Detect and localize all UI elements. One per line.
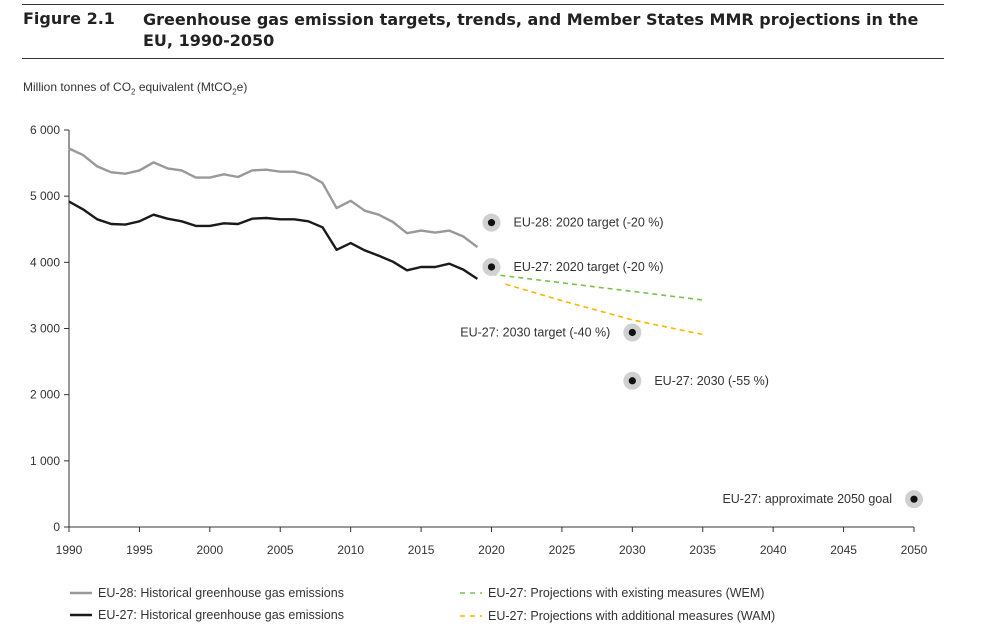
chart-targets: EU-28: 2020 target (-20 %) EU-27: 2020 ta…: [460, 213, 923, 509]
legend-label-eu28: EU-28: Historical greenhouse gas emissio…: [98, 586, 344, 600]
x-tick-label: 2050: [901, 543, 928, 557]
target-marker-dot: [487, 263, 496, 271]
y-axis-unit-label: Million tonnes of CO2 equivalent (MtCO2e…: [23, 80, 248, 97]
target-label: EU-27: approximate 2050 goal: [722, 492, 892, 506]
chart-series: [68, 147, 703, 336]
x-tick-label: 1990: [56, 543, 83, 557]
x-tick-label: 2020: [478, 543, 505, 557]
title-rule: [22, 58, 944, 59]
y-tick-label: 4 000: [30, 255, 60, 269]
x-tick-label: 2030: [619, 543, 646, 557]
legend-label-wem: EU-27: Projections with existing measure…: [488, 586, 764, 600]
y-tick-label: 2 000: [30, 388, 60, 402]
figure-title: Greenhouse gas emission targets, trends,…: [143, 10, 919, 50]
x-tick-label: 1995: [126, 543, 153, 557]
x-tick-label: 2010: [337, 543, 364, 557]
x-tick-label: 2005: [267, 543, 294, 557]
x-tick-label: 2025: [549, 543, 576, 557]
legend-label-wam: EU-27: Projections with additional measu…: [488, 609, 775, 623]
figure-label: Figure 2.1: [23, 9, 115, 28]
target-label: EU-27: 2030 target (-40 %): [460, 325, 610, 339]
chart-legend: EU-28: Historical greenhouse gas emissio…: [70, 586, 775, 623]
target-label: EU-28: 2020 target (-20 %): [514, 216, 664, 230]
y-tick-label: 1 000: [30, 454, 60, 468]
x-tick-label: 2015: [408, 543, 435, 557]
series-line-eu28: [68, 147, 479, 249]
target-label: EU-27: 2020 target (-20 %): [514, 260, 664, 274]
target-marker-dot: [628, 328, 636, 337]
y-tick-label: 6 000: [30, 123, 60, 137]
target-marker-dot: [628, 377, 636, 385]
x-tick-label: 2035: [689, 543, 716, 557]
y-tick-label: 3 000: [30, 322, 60, 336]
series-line-wem: [491, 273, 703, 301]
target-marker-dot: [910, 495, 918, 503]
y-tick-label: 5 000: [30, 189, 60, 203]
x-tick-label: 2045: [830, 543, 857, 557]
y-tick-label: 0: [53, 520, 60, 534]
x-tick-label: 2000: [196, 543, 223, 557]
target-marker-dot: [487, 219, 496, 227]
top-rule: [22, 4, 944, 5]
chart-axes: 0 1 000 2 000 3 000 4 000 5 000 6 000 1990 1995 2…: [30, 123, 928, 557]
series-line-eu27: [68, 200, 479, 280]
legend-label-eu27: EU-27: Historical greenhouse gas emissio…: [98, 608, 344, 622]
series-line-wam: [505, 283, 703, 336]
target-label: EU-27: 2030 (-55 %): [654, 374, 769, 388]
x-tick-label: 2040: [760, 543, 787, 557]
